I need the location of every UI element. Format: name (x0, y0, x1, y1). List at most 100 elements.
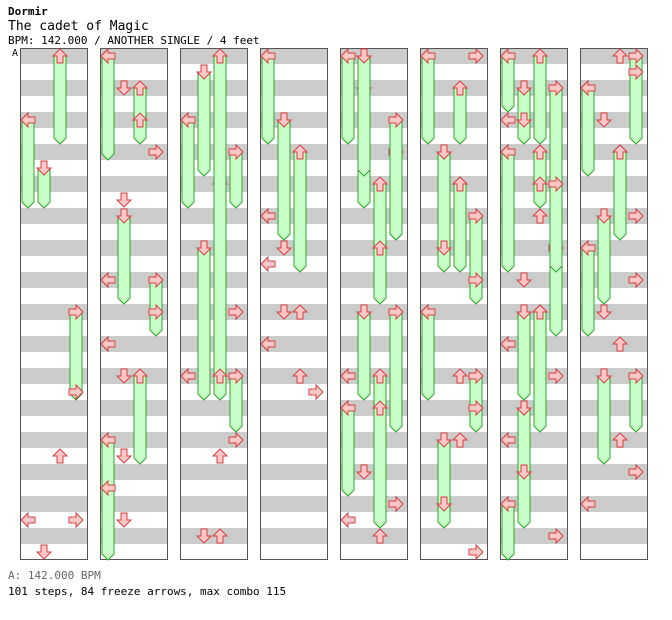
beat-stripe (500, 496, 568, 512)
freeze-arrow (213, 55, 227, 401)
arrow-down-icon (515, 80, 533, 96)
arrow-down-icon (35, 544, 53, 560)
freeze-arrow (197, 247, 211, 401)
arrow-down-icon (515, 304, 533, 320)
arrow-down-icon (275, 240, 293, 256)
freeze-arrow (101, 55, 115, 161)
arrow-up-icon (531, 48, 549, 64)
arrow-up-icon (371, 528, 389, 544)
beat-stripe (340, 48, 408, 64)
arrow-up-icon (451, 368, 469, 384)
beat-stripe (580, 240, 648, 256)
beat-stripe (420, 336, 488, 352)
beat-stripe (420, 496, 488, 512)
arrow-down-icon (115, 448, 133, 464)
arrow-left-icon (180, 111, 196, 129)
arrow-down-icon (115, 368, 133, 384)
arrow-right-icon (308, 383, 324, 401)
arrow-left-icon (500, 143, 516, 161)
arrow-down-icon (275, 112, 293, 128)
beat-stripe (180, 464, 248, 480)
beat-stripe (20, 240, 88, 256)
freeze-arrow (389, 119, 403, 241)
arrow-down-icon (435, 240, 453, 256)
beat-stripe (20, 496, 88, 512)
freeze-arrow (421, 55, 435, 145)
beat-stripe (340, 80, 408, 96)
freeze-arrow (469, 215, 483, 305)
freeze-arrow (357, 311, 371, 401)
beat-stripe (100, 240, 168, 256)
freeze-arrow (341, 407, 355, 497)
beat-stripe (260, 272, 328, 288)
arrow-down-icon (515, 400, 533, 416)
beat-stripe (260, 112, 328, 128)
measure-column-border (580, 48, 648, 560)
arrow-up-icon (291, 304, 309, 320)
beat-stripe (20, 432, 88, 448)
arrow-up-icon (531, 208, 549, 224)
arrow-right-icon (548, 367, 564, 385)
beat-stripe (420, 48, 488, 64)
freeze-arrow (421, 311, 435, 401)
arrow-left-icon (260, 335, 276, 353)
beat-stripe (20, 528, 88, 544)
arrow-down-icon (595, 112, 613, 128)
arrow-right-icon (628, 47, 644, 65)
freeze-arrow (533, 311, 547, 433)
arrow-up-icon (371, 400, 389, 416)
arrow-right-icon (628, 463, 644, 481)
arrow-down-icon (515, 112, 533, 128)
arrow-up-icon (291, 144, 309, 160)
beat-stripe (100, 528, 168, 544)
arrow-up-icon (371, 368, 389, 384)
chart-stats: 101 steps, 84 freeze arrows, max combo 1… (8, 585, 287, 598)
arrow-right-icon (68, 303, 84, 321)
beat-stripe (500, 528, 568, 544)
arrow-right-icon (148, 271, 164, 289)
arrow-right-icon (628, 271, 644, 289)
freeze-arrow (21, 119, 35, 209)
freeze-arrow (613, 151, 627, 241)
arrow-up-icon (211, 528, 229, 544)
arrow-right-icon (468, 207, 484, 225)
arrow-left-icon (20, 111, 36, 129)
beat-stripe (260, 432, 328, 448)
arrow-left-icon (340, 399, 356, 417)
arrow-left-icon (180, 367, 196, 385)
beat-stripe (180, 496, 248, 512)
beat-stripe (260, 528, 328, 544)
beat-stripe (20, 400, 88, 416)
arrow-up-icon (451, 176, 469, 192)
arrow-left-icon (260, 255, 276, 273)
arrow-down-icon (195, 528, 213, 544)
beat-stripe (580, 496, 648, 512)
arrow-left-icon (260, 207, 276, 225)
arrow-right-icon (468, 399, 484, 417)
step-chart (20, 47, 648, 561)
arrow-left-icon (500, 495, 516, 513)
freeze-arrow (501, 503, 515, 561)
arrow-right-icon (468, 271, 484, 289)
arrow-up-icon (451, 432, 469, 448)
freeze-arrow (533, 55, 547, 145)
bpm-legend: A: 142.000 BPM (8, 569, 101, 582)
arrow-right-icon (148, 143, 164, 161)
arrow-down-icon (195, 240, 213, 256)
arrow-up-icon (371, 240, 389, 256)
freeze-arrow (501, 55, 515, 113)
measure-column-border (260, 48, 328, 560)
beat-stripe (20, 144, 88, 160)
arrow-right-icon (628, 367, 644, 385)
freeze-arrow (229, 375, 243, 433)
arrow-right-icon (628, 63, 644, 81)
freeze-arrow (597, 215, 611, 305)
beat-stripe (100, 176, 168, 192)
arrow-up-icon (131, 368, 149, 384)
freeze-arrow (549, 183, 563, 273)
freeze-arrow (181, 119, 195, 209)
arrow-down-icon (595, 208, 613, 224)
beat-stripe (260, 464, 328, 480)
freeze-arrow (133, 375, 147, 465)
arrow-up-icon (531, 144, 549, 160)
